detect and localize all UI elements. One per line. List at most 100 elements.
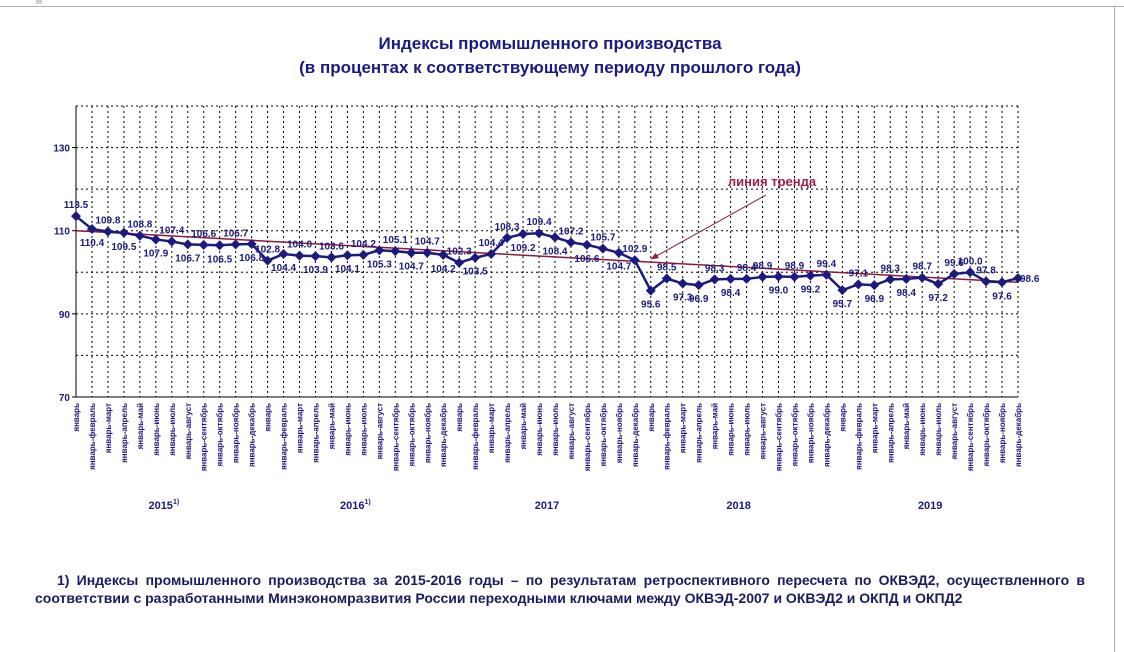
x-tick-label: январь-ноябрь [423,403,432,463]
data-point [773,271,784,282]
data-point [581,239,592,250]
data-point [597,243,608,254]
x-tick-label: январь [72,403,81,432]
data-label: 98.5 [657,263,677,274]
y-tick-label: 110 [54,227,71,238]
data-point [789,271,800,282]
data-label: 106.7 [223,228,248,239]
y-tick-label: 130 [53,144,70,155]
data-point [965,267,976,278]
data-point [262,255,273,266]
data-point [693,280,704,291]
year-label: 2018 [726,500,750,512]
chart-subtitle: (в процентах к соответствующему периоду … [299,58,801,77]
x-tick-label: январь-март [870,403,879,453]
data-label: 109.4 [527,217,552,228]
data-point [837,285,848,296]
data-label: 98.9 [753,261,773,272]
data-point [71,211,81,222]
x-tick-label: январь-июнь [343,403,352,456]
data-point [214,240,225,251]
data-point [725,273,736,284]
data-label: 99.4 [817,259,837,270]
data-point [294,250,305,261]
data-label: 107.9 [143,248,168,259]
data-point [182,239,193,250]
data-label: 96.9 [865,294,885,305]
x-tick-label: январь-октябрь [982,403,991,467]
data-label: 99.0 [769,285,789,296]
data-point [390,246,401,257]
data-point [741,273,752,284]
year-label: 2017 [535,500,559,512]
x-tick-label: январь-октябрь [599,403,608,467]
x-tick-label: январь-ноябрь [806,403,815,463]
corner-mark [36,0,42,4]
data-point [853,279,864,290]
data-point [901,273,912,284]
data-label: 103.9 [303,265,328,276]
data-labels: 113.5 110.4 109.8 109.5 108.8 107.9 107.4 106.7… [64,200,1040,310]
data-label: 106.6 [574,254,599,265]
data-label: 98.4 [721,288,741,299]
x-tick-label: январь-май [902,403,911,449]
data-point [805,270,816,281]
x-tick-label: январь-октябрь [216,403,225,467]
data-label: 113.5 [64,200,89,211]
data-point [150,234,161,245]
data-point [997,277,1008,288]
data-label: 107.4 [159,226,184,237]
x-tick-label: январь-сентябрь [966,403,975,471]
footnote: 1) Индексы промышленного производства за… [35,572,1085,606]
data-label: 104.4 [271,263,296,274]
data-label: 102.8 [255,245,280,256]
data-label: 104.7 [606,262,631,273]
data-label: 109.8 [95,216,120,227]
data-label: 95.6 [641,300,661,311]
year-label: 2019 [918,500,942,512]
data-label: 109.2 [511,243,536,254]
x-tick-label: январь-март [679,403,688,453]
data-label: 104.2 [431,264,456,275]
data-point [310,251,321,262]
y-axis: 70 90 110 130 [53,106,1018,404]
x-tick-label: январь-июль [934,403,943,456]
x-tick-label: январь-июнь [535,403,544,456]
data-point [166,236,177,247]
y-tick-label: 70 [59,393,71,404]
x-tick-label: январь-апрель [695,403,704,463]
data-point [645,285,656,296]
x-tick-label: январь-декабрь [1014,403,1023,467]
data-label: 96.9 [689,294,709,305]
chart-title: Индексы промышленного производства [378,34,722,53]
data-label: 104.1 [335,264,360,275]
data-point [917,272,928,283]
data-point [629,255,640,266]
x-tick-label: январь-июль [168,403,177,456]
data-label: 98.6 [1020,274,1040,285]
data-label: 103.6 [319,241,344,252]
data-label: 104.7 [399,262,424,273]
x-tick-label: январь-февраль [88,403,97,470]
x-tick-label: январь-сентябрь [775,403,784,471]
x-tick-label: январь-июль [743,403,752,456]
data-point [565,237,576,248]
frame-right-border [1114,6,1115,652]
x-tick-label: январь-август [375,403,384,460]
data-label: 97.3 [673,293,693,304]
data-label: 108.3 [495,222,520,233]
data-point [933,278,944,289]
data-label: 102.3 [447,247,472,258]
x-tick-label: январь-март [487,403,496,453]
x-tick-label: январь-декабрь [631,403,640,467]
x-tick-label: январь-февраль [854,403,863,470]
data-point [374,245,385,256]
x-tick-label: январь-август [184,403,193,460]
data-label: 106.8 [239,253,264,264]
x-tick-label: январь-июнь [727,403,736,456]
trend-arrow [650,194,767,260]
data-point [661,273,672,284]
trend-label: линия тренда [728,174,817,189]
data-label: 105.3 [367,259,392,270]
data-label: 100.0 [958,256,983,267]
